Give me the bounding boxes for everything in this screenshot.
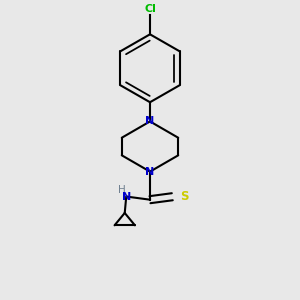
Text: N: N: [146, 167, 154, 177]
Text: N: N: [146, 116, 154, 126]
Text: H: H: [118, 185, 126, 195]
Text: S: S: [180, 190, 188, 203]
Text: Cl: Cl: [144, 4, 156, 14]
Text: N: N: [122, 192, 131, 202]
